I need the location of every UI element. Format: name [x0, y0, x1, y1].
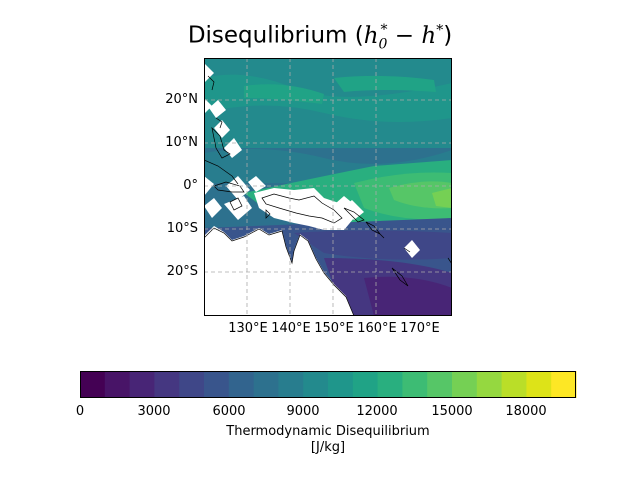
colorbar-swatch [154, 371, 180, 398]
colorbar-label: Thermodynamic Disequilibrium [226, 424, 430, 439]
colorbar-swatch [204, 371, 230, 398]
lon-label-160e: 160°E [357, 321, 397, 336]
colorbar-swatch [104, 371, 131, 398]
colorbar-swatch [551, 371, 577, 398]
colorbar-tick-15000: 15000 [431, 404, 473, 419]
lon-label-150e: 150°E [314, 321, 354, 336]
title-text: Disequlibrium ( [187, 22, 364, 49]
colorbar-tick-6000: 6000 [212, 404, 246, 419]
lon-label-130e: 130°E [228, 321, 268, 336]
colorbar-swatch [402, 371, 428, 398]
lat-label-20n: 20°N [165, 92, 198, 107]
lat-label-10s: 10°S [166, 221, 198, 236]
disequilibrium-map [204, 58, 452, 316]
colorbar-swatch [476, 371, 503, 398]
colorbar-swatch [352, 371, 379, 398]
colorbar-tick-9000: 9000 [286, 404, 320, 419]
plot-title: Disequlibrium (h0* − h*) [187, 22, 453, 53]
colorbar-tick-18000: 18000 [505, 404, 547, 419]
colorbar-units: [J/kg] [310, 440, 346, 455]
colorbar-swatch [427, 371, 453, 398]
colorbar [80, 371, 577, 398]
colorbar-swatch [80, 371, 106, 398]
colorbar-swatch [452, 371, 478, 398]
colorbar-swatch [377, 371, 403, 398]
colorbar-swatch [328, 371, 354, 398]
colorbar-swatch [526, 371, 552, 398]
lat-label-10n: 10°N [165, 135, 198, 150]
colorbar-tick-12000: 12000 [356, 404, 398, 419]
colorbar-swatch [179, 371, 205, 398]
map-panel [204, 58, 452, 316]
colorbar-tick-0: 0 [75, 404, 85, 419]
colorbar-swatch [129, 371, 155, 398]
colorbar-swatch [303, 371, 329, 398]
colorbar-swatch [501, 371, 527, 398]
title-formula: h0* − h* [363, 22, 444, 53]
lon-label-140e: 140°E [271, 321, 311, 336]
colorbar-swatch [253, 371, 279, 398]
colorbar-tick-3000: 3000 [137, 404, 171, 419]
colorbar-swatch [278, 371, 304, 398]
lat-label-0: 0° [183, 178, 198, 193]
lon-label-170e: 170°E [400, 321, 440, 336]
lat-label-20s: 20°S [166, 264, 198, 279]
colorbar-swatch [228, 371, 255, 398]
